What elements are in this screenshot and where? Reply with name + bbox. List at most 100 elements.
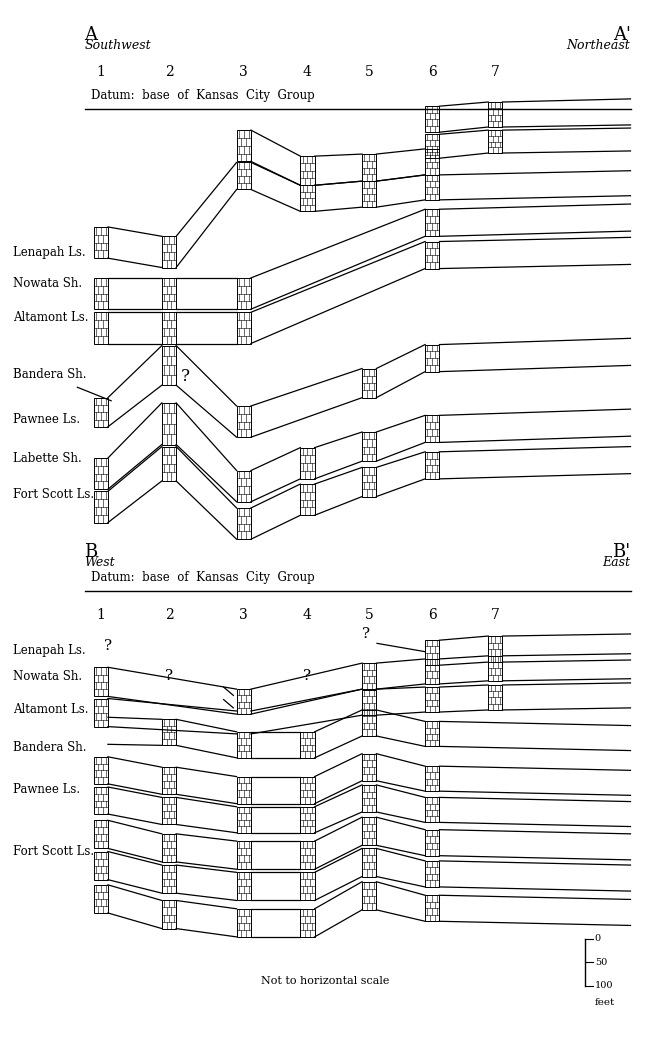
Bar <box>425 659 439 684</box>
Bar <box>94 398 108 427</box>
Text: 100: 100 <box>595 982 613 990</box>
Bar <box>162 346 176 385</box>
Bar <box>162 834 176 862</box>
Text: Not to horizontal scale: Not to horizontal scale <box>261 975 389 986</box>
Bar <box>488 656 502 681</box>
Bar <box>162 236 176 268</box>
Text: Nowata Sh.: Nowata Sh. <box>13 277 82 289</box>
Text: 7: 7 <box>491 608 500 621</box>
Bar <box>488 102 502 127</box>
Bar <box>237 312 251 344</box>
Bar <box>94 312 108 344</box>
Bar <box>488 636 502 662</box>
Text: West: West <box>84 556 115 568</box>
Bar <box>362 690 376 715</box>
Bar <box>94 699 108 727</box>
Bar <box>300 484 315 515</box>
Text: Fort Scott Ls.: Fort Scott Ls. <box>13 845 94 858</box>
Text: B': B' <box>612 543 630 561</box>
Bar <box>162 900 176 929</box>
Bar <box>162 865 176 893</box>
Bar <box>488 685 502 710</box>
Text: 6: 6 <box>428 65 437 78</box>
Bar <box>425 640 439 665</box>
Text: Fort Scott Ls.: Fort Scott Ls. <box>13 488 94 501</box>
Bar <box>362 882 376 910</box>
Bar <box>425 687 439 712</box>
Bar <box>162 403 176 445</box>
Bar <box>300 841 315 869</box>
Bar <box>237 807 251 833</box>
Bar <box>362 817 376 845</box>
Text: 1: 1 <box>96 608 105 621</box>
Bar <box>425 721 439 746</box>
Bar <box>94 667 108 696</box>
Bar <box>362 754 376 781</box>
Text: Datum:  base  of  Kansas  City  Group: Datum: base of Kansas City Group <box>91 572 315 584</box>
Text: Altamont Ls.: Altamont Ls. <box>13 704 88 716</box>
Text: 2: 2 <box>164 65 174 78</box>
Bar <box>362 467 376 497</box>
Text: Southwest: Southwest <box>84 39 151 51</box>
Bar <box>237 872 251 900</box>
Text: Pawnee Ls.: Pawnee Ls. <box>13 783 80 795</box>
Bar <box>162 797 176 824</box>
Bar <box>237 909 251 937</box>
Bar <box>94 491 108 523</box>
Text: 3: 3 <box>239 65 248 78</box>
Text: A: A <box>84 26 98 44</box>
Bar <box>425 415 439 442</box>
Bar <box>94 458 108 489</box>
Bar <box>94 278 108 309</box>
Text: Northeast: Northeast <box>567 39 630 51</box>
Bar <box>362 369 376 398</box>
Bar <box>362 848 376 877</box>
Bar <box>425 242 439 269</box>
Bar <box>94 787 108 814</box>
Text: 5: 5 <box>365 65 374 78</box>
Bar <box>300 872 315 900</box>
Text: Lenapah Ls.: Lenapah Ls. <box>13 644 86 657</box>
Bar <box>425 766 439 791</box>
Text: 0: 0 <box>595 935 601 943</box>
Text: 4: 4 <box>303 608 312 621</box>
Text: 1: 1 <box>96 65 105 78</box>
Bar <box>94 227 108 258</box>
Text: Bandera Sh.: Bandera Sh. <box>13 369 86 381</box>
Text: ?: ? <box>165 668 173 683</box>
Bar <box>425 861 439 887</box>
Text: B: B <box>84 543 98 561</box>
Text: Labette Sh.: Labette Sh. <box>13 452 82 464</box>
Text: 6: 6 <box>428 608 437 621</box>
Bar <box>300 448 315 479</box>
Bar <box>237 732 251 758</box>
Text: 4: 4 <box>303 65 312 78</box>
Text: A': A' <box>612 26 630 44</box>
Text: Nowata Sh.: Nowata Sh. <box>13 670 82 683</box>
Text: ?: ? <box>304 668 311 683</box>
Bar <box>237 471 251 502</box>
Text: 50: 50 <box>595 958 607 967</box>
Bar <box>362 181 376 207</box>
Bar <box>362 432 376 461</box>
Bar <box>425 895 439 921</box>
Text: Datum:  base  of  Kansas  City  Group: Datum: base of Kansas City Group <box>91 90 315 102</box>
Text: Pawnee Ls.: Pawnee Ls. <box>13 413 80 426</box>
Text: 5: 5 <box>365 608 374 621</box>
Bar <box>237 777 251 804</box>
Bar <box>300 909 315 937</box>
Bar <box>237 689 251 714</box>
Text: ?: ? <box>104 639 112 654</box>
Bar <box>300 777 315 804</box>
Bar <box>362 154 376 181</box>
Text: ?: ? <box>181 369 190 385</box>
Bar <box>425 830 439 856</box>
Bar <box>162 278 176 309</box>
Bar <box>425 149 439 175</box>
Text: 7: 7 <box>491 65 500 78</box>
Bar <box>300 807 315 833</box>
Bar <box>425 452 439 479</box>
Text: East: East <box>603 556 630 568</box>
Bar <box>362 710 376 736</box>
Bar <box>94 885 108 913</box>
